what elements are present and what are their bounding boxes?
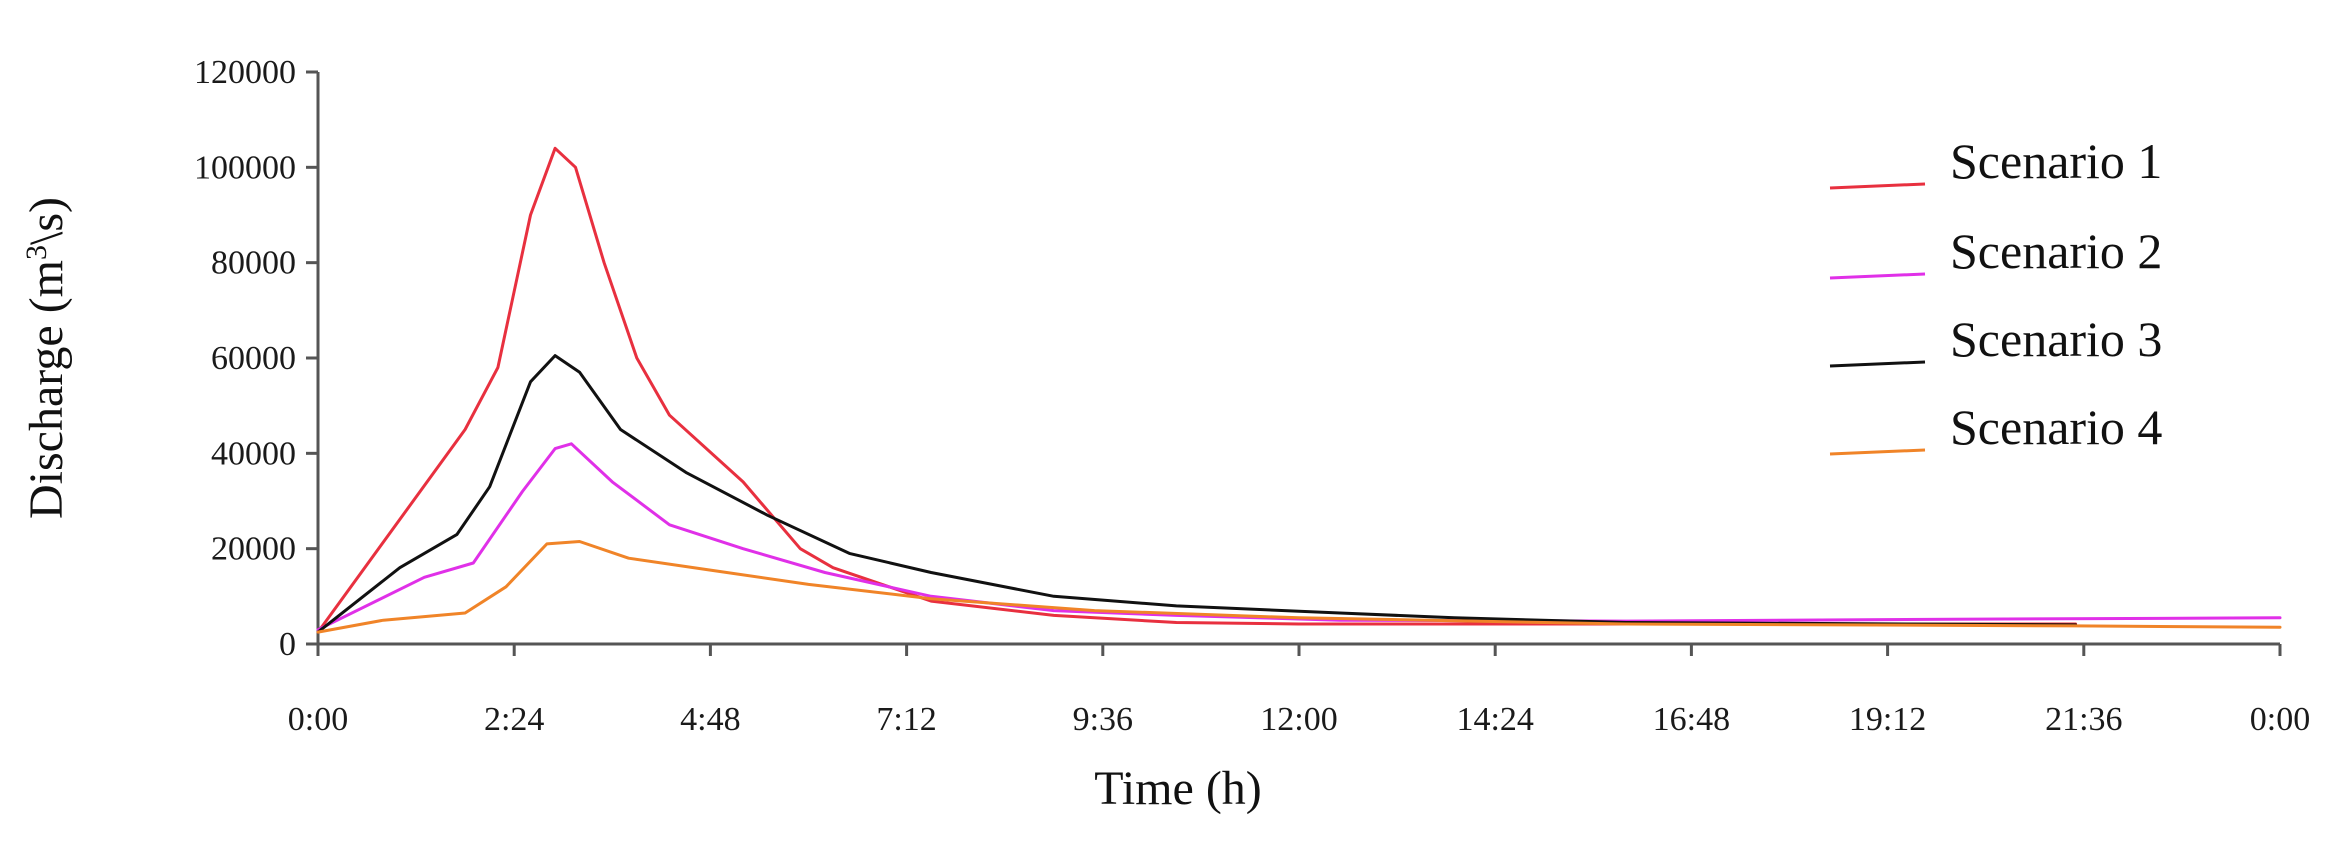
y-tick-label: 40000	[211, 435, 296, 472]
x-tick-label: 7:12	[876, 701, 936, 738]
legend: Scenario 1 Scenario 2 Scenario 3 Scenario 4	[1829, 133, 2162, 456]
x-tick-label: 4:48	[680, 701, 740, 738]
x-tick-label: 0:00	[2250, 701, 2310, 738]
y-tick-label: 120000	[194, 54, 296, 91]
y-tick-label: 100000	[194, 149, 296, 186]
legend-label-scenario-2: Scenario 2	[1950, 223, 2162, 279]
legend-label-scenario-1: Scenario 1	[1950, 133, 2162, 189]
y-tick-label: 20000	[211, 531, 296, 568]
series-line-scenario-1	[316, 146, 2078, 634]
series-line-scenario-2	[316, 442, 2282, 632]
series-line-scenario-3	[316, 354, 2078, 634]
x-tick-label: 2:24	[484, 701, 544, 738]
x-tick-label: 14:24	[1456, 701, 1533, 738]
legend-label-scenario-4: Scenario 4	[1950, 399, 2162, 455]
y-axis-title: Discharge (m3\s)	[20, 197, 73, 519]
y-tick-label: 0	[279, 626, 296, 663]
x-tick-label: 12:00	[1260, 701, 1337, 738]
x-ticks: 0:00 2:24 4:48 7:12 9:36 12:00 14:24 16:48 19:12…	[288, 644, 2310, 738]
series-line-scenario-4	[316, 540, 2282, 634]
legend-label-scenario-3: Scenario 3	[1950, 311, 2162, 367]
x-tick-label: 9:36	[1073, 701, 1133, 738]
y-ticks: 0 20000 40000 60000 80000 100000 120000	[194, 54, 318, 663]
x-tick-label: 21:36	[2045, 701, 2122, 738]
legend-swatch-scenario-4	[1829, 448, 1926, 456]
legend-swatch-scenario-2	[1829, 272, 1926, 280]
series-lines	[316, 146, 2282, 634]
y-tick-label: 80000	[211, 245, 296, 282]
legend-swatch-scenario-3	[1829, 360, 1926, 368]
x-tick-label: 0:00	[288, 701, 348, 738]
x-axis-title: Time (h)	[1094, 762, 1262, 815]
legend-swatch-scenario-1	[1829, 182, 1926, 190]
x-tick-label: 19:12	[1849, 701, 1926, 738]
y-tick-label: 60000	[211, 340, 296, 377]
x-tick-label: 16:48	[1653, 701, 1730, 738]
